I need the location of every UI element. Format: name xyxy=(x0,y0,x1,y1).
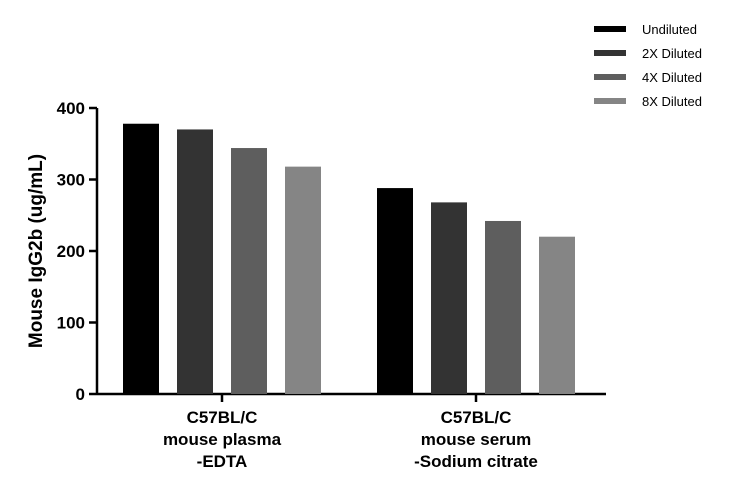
category-label: mouse serum xyxy=(421,430,532,449)
y-tick-label: 400 xyxy=(57,99,85,118)
bar-2x-diluted-1 xyxy=(177,129,213,394)
legend-label: 2X Diluted xyxy=(642,46,702,61)
bar-4x-diluted-2 xyxy=(485,220,521,394)
bar-undiluted-2 xyxy=(377,188,413,394)
bar-4x-diluted-1 xyxy=(231,148,267,394)
legend-swatch xyxy=(594,98,626,104)
y-tick-label: 300 xyxy=(57,171,85,190)
bars xyxy=(123,123,575,394)
legend: Undiluted 2X Diluted 4X Diluted 8X Diluted xyxy=(594,22,702,109)
legend-swatch xyxy=(594,74,626,80)
category-label: C57BL/C xyxy=(187,408,258,427)
bar-2x-diluted-2 xyxy=(431,202,467,394)
category-label: -EDTA xyxy=(197,452,248,471)
legend-label: Undiluted xyxy=(642,22,697,37)
bar-8x-diluted-2 xyxy=(539,236,575,394)
legend-swatch xyxy=(594,50,626,56)
legend-label: 8X Diluted xyxy=(642,94,702,109)
bar-8x-diluted-1 xyxy=(285,166,321,394)
legend-label: 4X Diluted xyxy=(642,70,702,85)
category-label: mouse plasma xyxy=(163,430,282,449)
legend-swatch xyxy=(594,26,626,32)
y-tick-label: 100 xyxy=(57,314,85,333)
y-axis-title: Mouse IgG2b (ug/mL) xyxy=(26,154,47,348)
y-tick-label: 0 xyxy=(76,385,85,404)
axis-labels: C57BL/C mouse plasma -EDTA C57BL/C mouse ser… xyxy=(26,154,538,471)
bar-undiluted-1 xyxy=(123,123,159,394)
category-label: -Sodium citrate xyxy=(414,452,538,471)
category-label: C57BL/C xyxy=(441,408,512,427)
y-tick-label: 200 xyxy=(57,242,85,261)
